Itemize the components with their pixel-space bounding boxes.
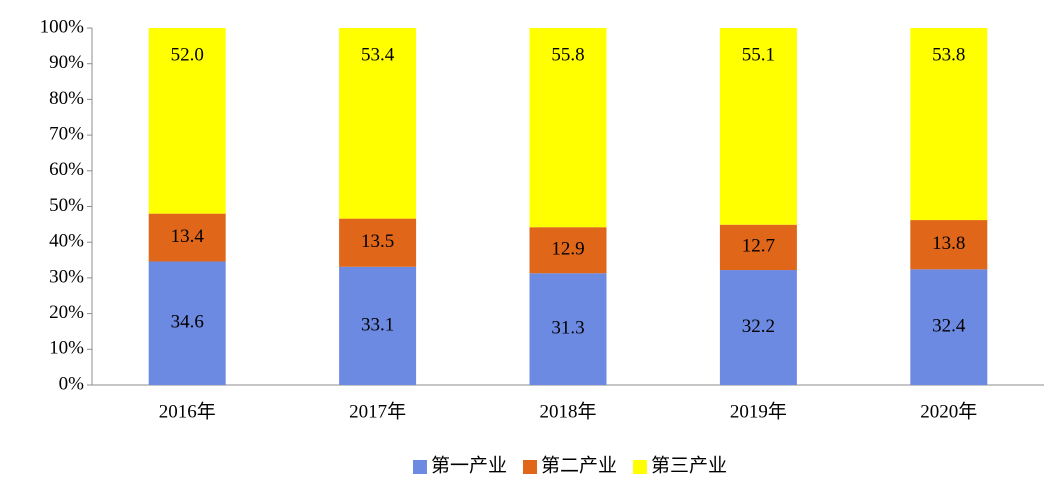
bar-segment [910,220,988,270]
data-label: 13.4 [171,226,205,247]
data-label: 33.1 [361,314,394,335]
y-tick-label: 90% [49,52,84,73]
y-tick-label: 20% [49,302,84,323]
x-tick-label: 2018年 [539,400,596,422]
data-label: 53.4 [361,44,395,65]
bar-segment [910,269,988,385]
data-label: 31.3 [551,317,584,338]
bar-segment [719,270,797,385]
legend-marker [633,460,648,474]
data-label: 53.8 [932,44,965,65]
data-label: 34.6 [171,312,204,333]
legend-label: 第二产业 [541,454,617,476]
x-tick-label: 2016年 [159,400,216,422]
y-tick-label: 80% [49,88,84,109]
x-tick-label: 2017年 [349,400,406,422]
data-label: 32.4 [932,316,966,337]
data-label: 52.0 [171,44,204,65]
data-label: 55.1 [742,44,775,65]
bar-segment [339,218,417,267]
y-tick-label: 10% [49,338,84,359]
y-tick-label: 70% [49,123,84,144]
bar-segment [529,28,607,228]
legend-label: 第一产业 [431,454,507,476]
bar-segment [148,28,226,214]
bar-segment [719,224,797,271]
bar-segment [148,213,226,262]
legend-label: 第三产业 [651,454,727,476]
y-tick-label: 100% [40,16,85,37]
bar-segment [148,261,226,385]
data-label: 12.9 [551,239,584,260]
legend-marker [412,460,427,474]
data-label: 55.8 [551,44,584,65]
bar-segment [339,28,417,219]
data-label: 13.8 [932,233,965,254]
x-tick-label: 2019年 [730,400,787,422]
legend-marker [522,460,537,474]
y-tick-label: 30% [49,266,84,287]
y-tick-label: 40% [49,231,84,252]
data-label: 13.5 [361,231,394,252]
data-label: 32.2 [742,316,775,337]
y-tick-label: 0% [59,373,85,394]
y-tick-label: 60% [49,159,84,180]
bar-segment [339,266,417,385]
bar-segment [529,227,607,274]
data-label: 12.7 [742,236,775,257]
bar-segment [529,273,607,385]
y-tick-label: 50% [49,195,84,216]
bar-segment [719,28,797,225]
bar-segment [910,28,988,221]
x-tick-label: 2020年 [920,400,977,422]
